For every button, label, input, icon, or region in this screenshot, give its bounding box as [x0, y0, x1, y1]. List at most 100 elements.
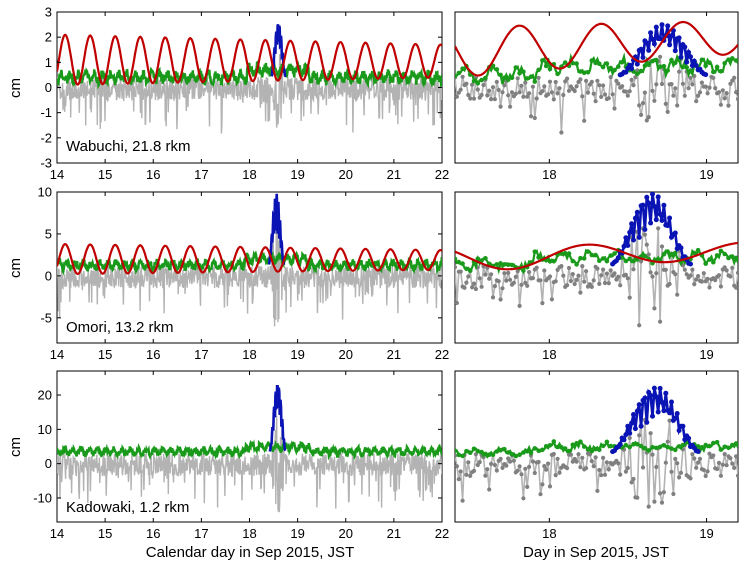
baseline-point: [661, 443, 667, 448]
baseline-point: [669, 251, 674, 257]
event-point: [621, 243, 627, 249]
event-point: [651, 385, 657, 391]
baseline-point: [593, 446, 598, 452]
baseline-point: [726, 445, 731, 451]
raw-point: [508, 277, 513, 282]
raw-point: [519, 83, 524, 88]
raw-point: [523, 466, 528, 471]
baseline-point: [494, 449, 500, 454]
raw-point: [623, 272, 629, 277]
raw-point: [593, 99, 598, 104]
event-point: [691, 58, 697, 64]
baseline-point: [513, 453, 519, 459]
raw-point: [589, 459, 594, 464]
event-point: [650, 36, 655, 42]
event-point: [648, 30, 654, 36]
raw-point: [485, 93, 490, 98]
raw-point: [519, 282, 524, 287]
baseline-point: [562, 60, 568, 65]
raw-point: [580, 94, 585, 99]
baseline-point: [456, 452, 462, 458]
panel-omori-full: 14 15 16 17 18 19 20 21 22 -5 0 5 10 Omori, 13.2 rk…: [7, 185, 449, 363]
event-point: [659, 22, 665, 28]
event-point: [676, 35, 682, 41]
raw-point: [527, 270, 532, 275]
raw-point: [692, 456, 697, 461]
baseline-point: [540, 447, 545, 453]
raw-point: [642, 90, 648, 95]
raw-point: [498, 297, 503, 302]
station-label: Kadowaki, 1.2 rkm: [66, 499, 189, 516]
event-point: [644, 419, 650, 425]
event-point: [636, 234, 642, 240]
baseline-point: [464, 266, 469, 272]
baseline-point: [570, 442, 576, 448]
baseline-point: [695, 247, 701, 253]
raw-point: [724, 268, 729, 273]
baseline-point: [718, 69, 724, 74]
raw-point: [473, 452, 478, 457]
baseline-point: [688, 68, 693, 73]
raw-point: [458, 87, 463, 92]
tide-series-line: [57, 33, 442, 86]
raw-point: [688, 75, 693, 80]
raw-point: [716, 90, 722, 95]
baseline-point: [536, 67, 541, 73]
axes-frame: [454, 11, 739, 164]
event-point: [629, 420, 635, 426]
event-point: [623, 432, 629, 438]
x-axis: 14 15 16 17 18 19 20 21 22: [50, 371, 449, 541]
raw-point: [682, 267, 687, 272]
x-tick-label: 18: [542, 167, 556, 182]
raw-point: [602, 472, 608, 477]
raw-point: [557, 470, 562, 475]
baseline-point: [460, 66, 465, 71]
raw-point: [716, 273, 722, 278]
raw-point: [530, 459, 536, 464]
raw-point: [680, 81, 686, 86]
raw-point: [631, 476, 636, 482]
raw-point: [732, 465, 737, 470]
raw-point: [549, 90, 555, 95]
x-tick-label: 21: [387, 167, 401, 182]
baseline-point: [502, 75, 507, 81]
raw-point: [694, 277, 699, 282]
raw-point: [591, 464, 596, 469]
raw-point: [669, 469, 674, 474]
baseline-point: [540, 58, 545, 63]
baseline-point: [547, 443, 553, 448]
raw-point: [635, 495, 640, 500]
baseline-point: [661, 63, 667, 69]
raw-point: [597, 281, 602, 286]
raw-point: [675, 103, 680, 108]
raw-point: [599, 273, 604, 278]
baseline-point: [730, 442, 735, 448]
raw-point: [658, 319, 663, 324]
event-point: [631, 412, 636, 417]
baseline-point: [455, 73, 458, 79]
raw-point: [665, 439, 670, 444]
baseline-point: [623, 442, 629, 448]
panel-kadowaki-full: 14 15 16 17 18 19 20 21 22 -10 0 10 20 Kadowaki, 1.…: [7, 370, 449, 561]
baseline-point: [585, 70, 591, 75]
y-axis: -5 0 5 10: [38, 185, 442, 325]
x-tick-label: 18: [242, 347, 256, 362]
raw-point: [724, 463, 729, 468]
raw-point: [587, 452, 593, 457]
raw-point: [678, 470, 684, 475]
raw-point: [688, 476, 693, 481]
baseline-point: [578, 69, 583, 74]
station-label: Wabuchi, 21.8 rkm: [66, 138, 191, 155]
raw-point: [473, 286, 478, 292]
raw-point: [595, 488, 600, 493]
x-axis: 18 19: [542, 192, 714, 362]
y-tick-label: 0: [45, 456, 52, 471]
raw-point: [568, 278, 574, 284]
raw-point: [515, 76, 520, 81]
raw-point: [519, 472, 524, 477]
x-tick-label: 20: [339, 167, 353, 182]
baseline-point: [479, 449, 484, 455]
baseline-point: [475, 256, 481, 262]
baseline-point: [509, 262, 515, 268]
